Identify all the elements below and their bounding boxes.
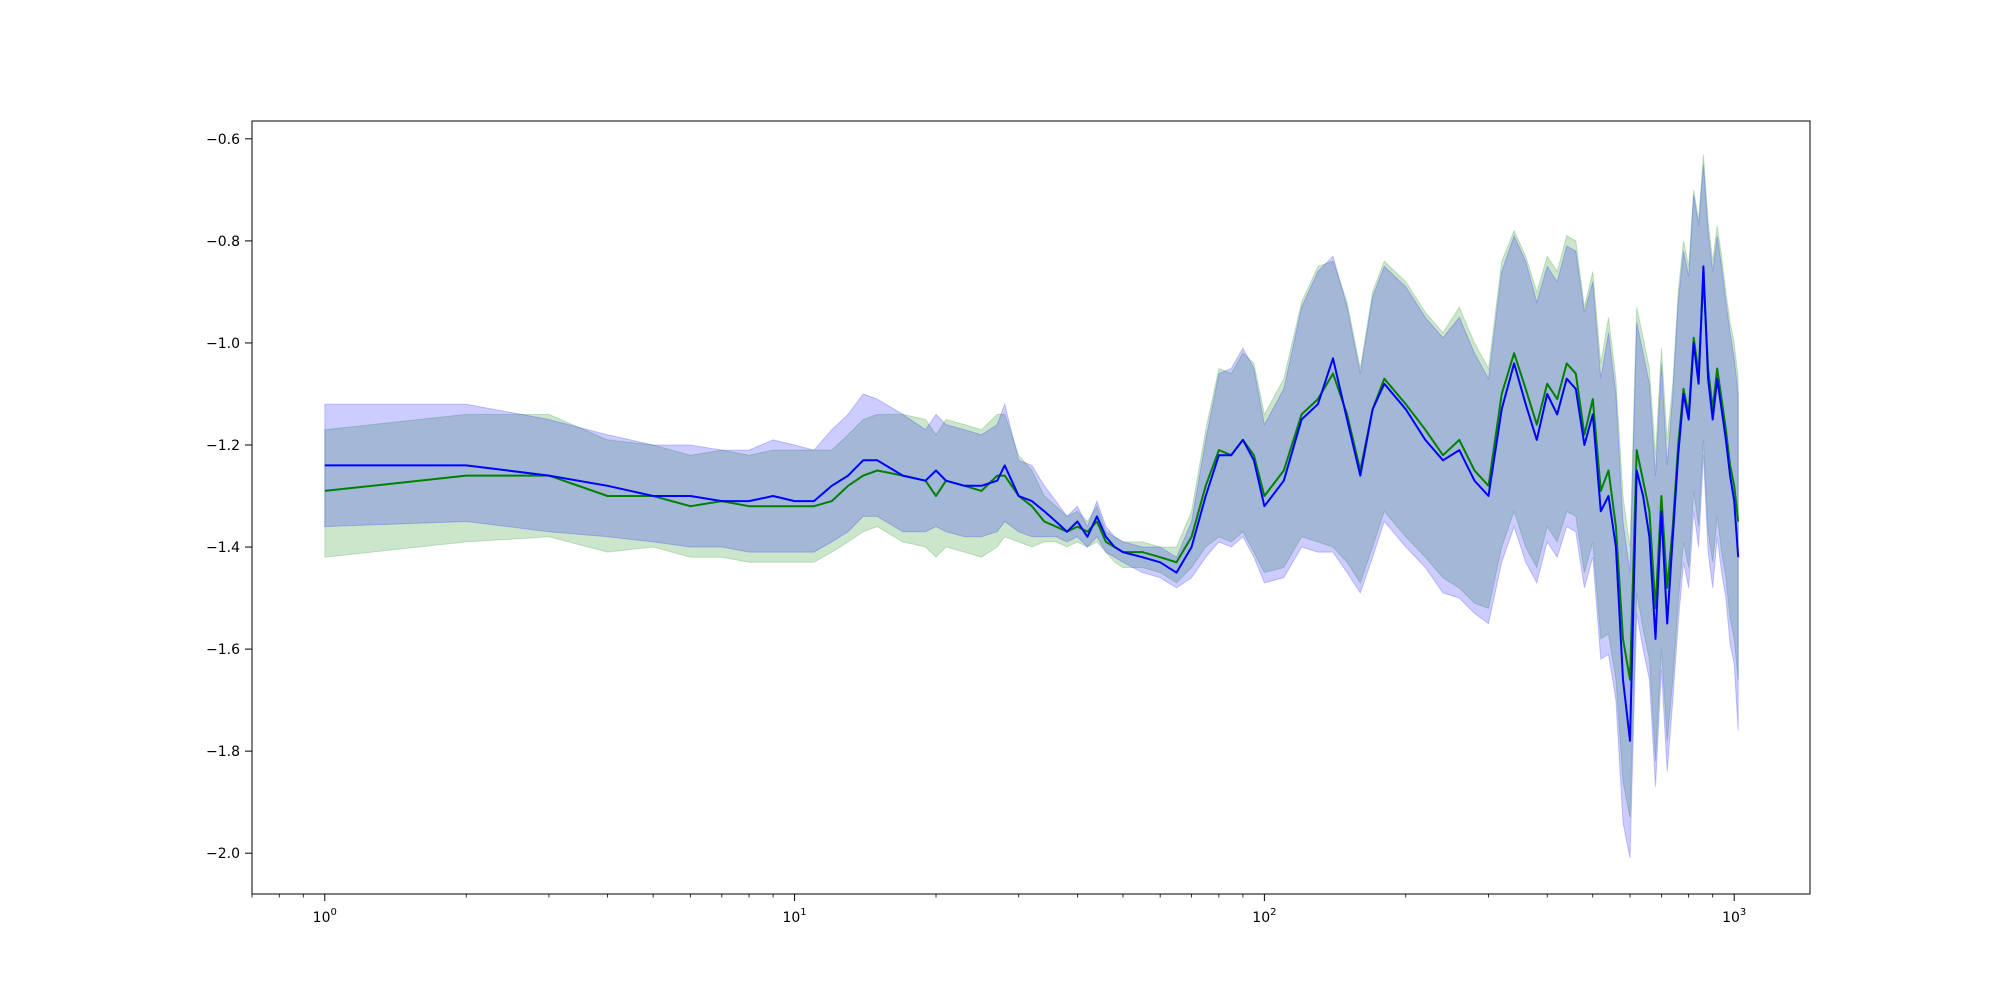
- confidence-band-2: [324, 164, 1739, 859]
- y-tick-label: −2.0: [206, 846, 240, 862]
- x-axis-ticks: 100 101 102 103: [251, 894, 1746, 926]
- y-tick-label: −0.8: [206, 234, 240, 250]
- y-tick-label: −1.2: [206, 438, 240, 454]
- x-tick-label: 101: [782, 907, 806, 926]
- y-axis-ticks: −0.6 −0.8 −1.0 −1.2 −1.4 −1.6 −1.8 −2.0: [206, 132, 252, 862]
- confidence-bands: [324, 154, 1739, 859]
- y-tick-label: −1.8: [206, 744, 240, 760]
- x-tick-label: 100: [313, 907, 337, 926]
- y-tick-label: −1.4: [206, 540, 240, 556]
- x-tick-label: 102: [1252, 907, 1276, 926]
- confidence-band-1: [324, 154, 1739, 818]
- x-tick-label: 103: [1722, 907, 1746, 926]
- series-line-2: [324, 265, 1740, 742]
- y-tick-label: −1.6: [206, 642, 240, 658]
- series-lines: [324, 265, 1740, 742]
- axes-frame: [251, 120, 1811, 895]
- y-tick-label: −1.0: [206, 336, 240, 352]
- y-tick-label: −0.6: [206, 132, 240, 148]
